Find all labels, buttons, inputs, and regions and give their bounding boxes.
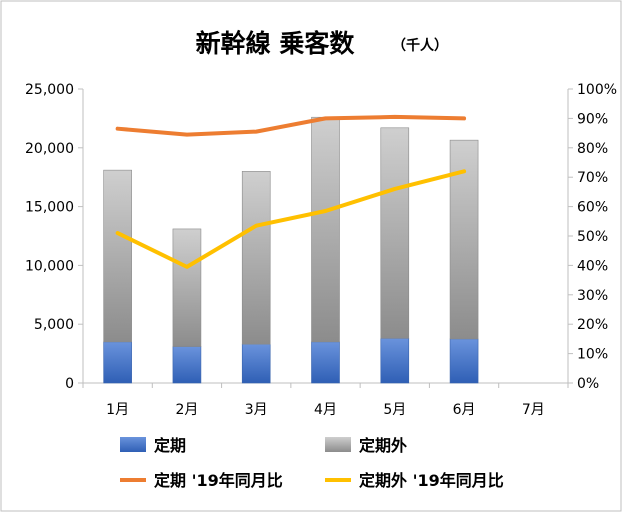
bar-定期 bbox=[103, 341, 132, 384]
right-tick-label: 10% bbox=[577, 347, 608, 363]
right-tick-label: 40% bbox=[577, 258, 608, 274]
line-series-1 bbox=[115, 114, 467, 137]
line-series-2 bbox=[115, 169, 467, 269]
right-tick-label: 80% bbox=[577, 141, 608, 157]
plot-area: 0 5,000 10,000 15,000 20,000 25,000 0% 10% 20% 30… bbox=[25, 82, 617, 418]
bar-定期外 bbox=[103, 169, 132, 343]
left-tick-label: 15,000 bbox=[25, 200, 74, 216]
right-tick-label: 30% bbox=[577, 288, 608, 304]
legend-label: 定期外 bbox=[358, 436, 407, 455]
right-tick-label: 100% bbox=[577, 82, 617, 98]
legend-swatch bbox=[120, 437, 146, 452]
chart-title: 新幹線 乗客数 bbox=[196, 29, 356, 58]
right-tick-label: 70% bbox=[577, 170, 608, 186]
right-tick-label: 60% bbox=[577, 200, 608, 216]
chart-subtitle: （千人） bbox=[392, 37, 448, 54]
chart-frame bbox=[0, 0, 622, 512]
left-tick-label: 0 bbox=[65, 376, 74, 392]
left-tick-label: 5,000 bbox=[34, 317, 74, 333]
category-label: 4月 bbox=[314, 402, 337, 418]
bar-定期 bbox=[311, 341, 340, 384]
bar-定期 bbox=[449, 338, 479, 384]
bar-定期外 bbox=[241, 171, 271, 345]
left-tick-label: 25,000 bbox=[25, 82, 74, 98]
category-label: 6月 bbox=[453, 402, 476, 418]
category-label: 2月 bbox=[175, 402, 198, 418]
right-tick-label: 0% bbox=[577, 376, 599, 392]
bar-定期 bbox=[241, 343, 271, 384]
legend-swatch bbox=[325, 437, 351, 452]
right-tick-label: 20% bbox=[577, 317, 608, 333]
bar-定期 bbox=[380, 338, 410, 384]
category-label: 3月 bbox=[245, 402, 268, 418]
bar-定期外 bbox=[172, 228, 202, 347]
category-label: 7月 bbox=[522, 402, 545, 418]
legend-label: 定期 '19年同月比 bbox=[153, 471, 283, 490]
bar-定期外 bbox=[380, 127, 410, 339]
category-label: 5月 bbox=[383, 402, 406, 418]
right-tick-label: 90% bbox=[577, 111, 608, 127]
legend-label: 定期外 '19年同月比 bbox=[358, 471, 504, 490]
category-label: 1月 bbox=[106, 402, 129, 418]
legend-label: 定期 bbox=[153, 436, 186, 455]
right-tick-label: 50% bbox=[577, 229, 608, 245]
left-tick-label: 20,000 bbox=[25, 141, 74, 157]
bar-定期 bbox=[172, 346, 202, 384]
left-tick-label: 10,000 bbox=[25, 258, 74, 274]
bar-定期外 bbox=[311, 116, 340, 343]
